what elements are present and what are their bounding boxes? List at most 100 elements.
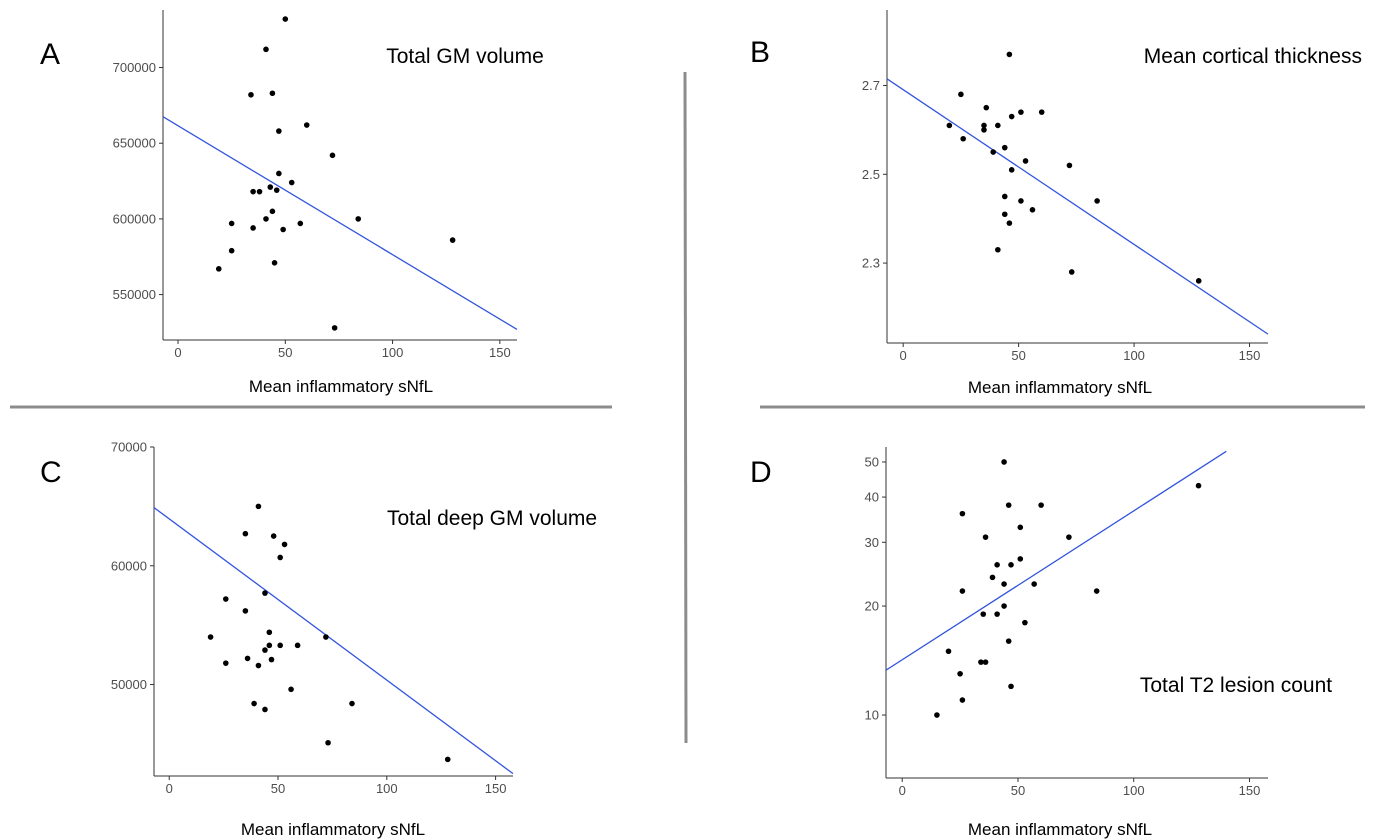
data-point <box>959 588 966 594</box>
y-tick-label: 700000 <box>113 60 156 75</box>
data-point <box>957 670 963 677</box>
y-tick-label: 550000 <box>113 287 156 302</box>
y-tick-label: 40 <box>865 490 879 505</box>
panel-title: Total deep GM volume <box>387 507 597 530</box>
data-point <box>945 648 952 655</box>
data-point <box>1008 562 1014 568</box>
data-point <box>250 225 256 231</box>
x-tick-label: 0 <box>166 781 173 796</box>
data-point <box>268 656 275 663</box>
data-point <box>959 510 966 517</box>
x-tick-label: 100 <box>1123 348 1145 363</box>
data-point <box>262 590 268 596</box>
x-axis-label: Mean inflammatory sNfL <box>968 378 1152 397</box>
data-point <box>267 184 274 190</box>
x-tick-label: 50 <box>1011 783 1025 798</box>
data-point <box>978 659 984 665</box>
x-axis-label: Mean inflammatory sNfL <box>968 820 1152 839</box>
x-tick-label: 0 <box>899 783 906 798</box>
y-tick-label: 650000 <box>113 136 156 151</box>
regression-line <box>886 78 1269 335</box>
x-tick-label: 150 <box>1239 348 1261 363</box>
data-point <box>1031 581 1037 587</box>
x-tick-label: 150 <box>485 781 507 796</box>
panel-letter: B <box>750 36 770 69</box>
y-tick-label: 10 <box>865 708 879 723</box>
data-point <box>959 697 966 703</box>
data-point <box>288 179 295 186</box>
data-point <box>934 712 940 718</box>
data-point <box>1005 638 1012 644</box>
data-point <box>995 246 1001 253</box>
data-point <box>355 216 362 222</box>
panel-letter: D <box>750 456 772 489</box>
x-tick-label: 50 <box>278 345 292 360</box>
x-tick-label: 0 <box>900 348 907 363</box>
data-point <box>995 122 1001 129</box>
data-point <box>994 611 1000 617</box>
data-point <box>228 220 235 227</box>
data-point <box>1066 162 1073 169</box>
panel-d: 0 50 100 150 10 20 30 40 50 D Total T2 lesion coun… <box>750 447 1332 839</box>
data-point <box>276 128 282 134</box>
data-point <box>242 530 249 537</box>
data-point <box>1001 603 1007 609</box>
data-point <box>282 16 289 22</box>
x-axis-label: Mean inflammatory sNfL <box>241 820 425 839</box>
data-point <box>981 127 987 133</box>
data-point <box>280 226 286 233</box>
x-tick-label: 100 <box>376 781 398 796</box>
data-point <box>215 266 222 272</box>
x-tick-label: 50 <box>1011 348 1025 363</box>
data-point <box>989 574 996 581</box>
data-point <box>263 216 269 222</box>
data-point <box>1018 198 1024 204</box>
x-tick-label: 150 <box>489 345 511 360</box>
data-point <box>1017 556 1024 562</box>
data-point <box>980 611 987 617</box>
data-point <box>297 220 304 227</box>
regression-line <box>885 450 1227 671</box>
y-tick-label: 2.5 <box>862 167 880 182</box>
y-tick-label: 70000 <box>111 440 147 455</box>
panel-c: 0 50 100 150 50000 60000 70000 C Total deep GM v… <box>40 440 597 840</box>
y-tick-label: 60000 <box>111 558 147 573</box>
data-point <box>262 647 268 653</box>
data-point <box>1038 502 1044 508</box>
y-tick-label: 2.7 <box>862 78 880 93</box>
data-point <box>263 46 269 53</box>
data-point <box>331 325 338 331</box>
data-point <box>262 706 268 713</box>
data-point <box>444 756 451 763</box>
data-point <box>983 104 990 111</box>
data-point <box>277 642 283 649</box>
data-point <box>1195 482 1202 489</box>
data-point <box>288 686 294 693</box>
x-tick-label: 100 <box>382 345 404 360</box>
data-point <box>273 187 280 193</box>
data-point <box>1068 269 1075 275</box>
data-point <box>1029 207 1036 213</box>
data-point <box>242 608 249 614</box>
data-point <box>207 634 214 640</box>
y-tick-label: 30 <box>865 535 879 550</box>
data-point <box>303 122 310 128</box>
panel-title: Mean cortical thickness <box>1144 45 1362 68</box>
x-tick-label: 50 <box>271 781 285 796</box>
data-point <box>958 91 964 98</box>
data-point <box>325 739 331 746</box>
data-point <box>228 247 235 254</box>
panel-b: 0 50 100 150 2.3 2.5 2.7 B Mean cortical thickne… <box>750 10 1362 397</box>
vertical-divider <box>683 71 688 744</box>
data-point <box>1001 581 1007 587</box>
data-point <box>256 188 263 195</box>
data-point <box>250 188 256 195</box>
data-point <box>1093 588 1100 594</box>
data-point <box>960 135 966 142</box>
data-point <box>1008 167 1015 173</box>
data-point <box>248 91 254 98</box>
y-tick-label: 50 <box>865 454 879 469</box>
data-point <box>1006 51 1013 58</box>
panel-title: Total GM volume <box>386 45 544 68</box>
data-point <box>277 554 283 561</box>
